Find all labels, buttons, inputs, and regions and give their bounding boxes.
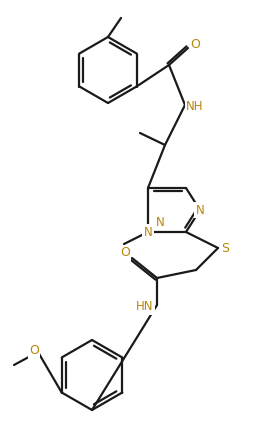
Text: O: O	[120, 247, 130, 259]
Text: N: N	[144, 226, 152, 239]
Text: O: O	[190, 39, 200, 52]
Text: HN: HN	[136, 300, 154, 314]
Text: NH: NH	[186, 100, 204, 113]
Text: O: O	[29, 345, 39, 357]
Text: N: N	[196, 204, 204, 216]
Text: N: N	[156, 215, 164, 229]
Text: S: S	[221, 241, 229, 254]
